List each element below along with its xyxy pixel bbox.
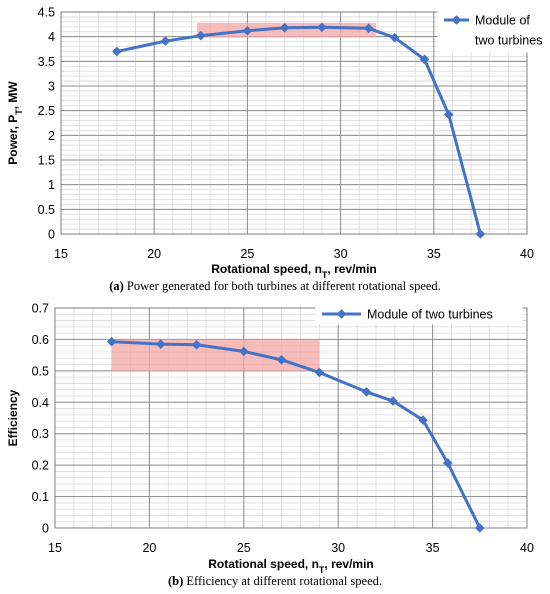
chart-b-data-point-marker (276, 355, 287, 365)
chart-a-y-axis-title-rest: , MW (6, 81, 20, 110)
chart-a-x-tick-label: 35 (427, 247, 441, 261)
chart-b-y-tick-label: 0.6 (32, 333, 49, 347)
chart-b-x-axis-title: Rotational speed, nT, rev/min (208, 557, 374, 573)
chart-a-legend-label: Module of (475, 14, 530, 28)
caption-b: (b) Efficiency at different rotational s… (0, 574, 550, 589)
chart-a-data-point-marker (389, 32, 400, 43)
chart-b-plot-frame (54, 307, 528, 529)
chart-b-legend-box (315, 301, 523, 325)
chart-b-data-point-marker (106, 336, 117, 347)
chart-a-x-tick-label: 40 (520, 247, 534, 261)
chart-b-y-tick-label: 0.7 (32, 302, 49, 316)
chart-b-legend-label: Module of two turbines (367, 308, 493, 322)
caption-b-label: (b) (167, 574, 184, 588)
chart-a-x-tick-label: 25 (240, 247, 254, 261)
chart-b-legend-marker-swatch (336, 309, 347, 319)
caption-a-label: (a) (109, 279, 124, 293)
chart-a-x-axis-title-main: Rotational speed, n (211, 262, 322, 276)
chart-b-x-tick-label: 20 (142, 541, 156, 555)
chart-b-y-tick-label: 0.3 (32, 427, 49, 441)
chart-a-y-tick-label: 3.5 (38, 55, 55, 69)
caption-a: (a) Power generated for both turbines at… (0, 279, 550, 294)
chart-b-x-tick-label: 40 (520, 541, 534, 555)
chart-a-data-point-marker (419, 54, 430, 65)
chart-a-data-point-marker (279, 22, 290, 33)
chart-a-y-tick-label: 0.5 (38, 203, 55, 217)
chart-b-y-axis-title-main: Efficiency (6, 389, 20, 446)
chart-a-y-axis-title-sub: T (14, 109, 24, 115)
chart-b-y-tick-label: 0.5 (32, 364, 49, 378)
chart-a-y-axis-title: Power, PT, MW (6, 81, 24, 165)
chart-a-data-point-marker (363, 23, 374, 34)
figure-b: 15 20 25 30 35 40 0 0.1 0.2 0.3 0.4 0.5 0.6 0.7 Rotati… (0, 298, 550, 594)
chart-a-x-tick-label: 15 (54, 247, 68, 261)
chart-b-data-point-marker (155, 339, 166, 349)
chart-a-data-point-marker (196, 30, 206, 41)
chart-a-data-point-marker (242, 25, 253, 36)
chart-a-data-point-marker (317, 22, 327, 33)
chart-a-y-tick-label: 1 (48, 178, 55, 192)
chart-a-data-point-marker (112, 46, 122, 57)
chart-a-x-tick-label: 30 (334, 247, 348, 261)
chart-a-x-axis-title-rest: , rev/min (327, 262, 376, 276)
chart-b-y-tick-label: 0.2 (32, 459, 49, 473)
chart-a-data-point-marker (160, 36, 171, 46)
chart-a-legend: Module of two turbines (437, 11, 542, 53)
chart-b-x-axis-title-sub: T (319, 565, 325, 573)
chart-a-major-grid (60, 11, 528, 235)
chart-b-y-tick-label: 0.4 (32, 396, 49, 410)
chart-a-y-axis-title-main: Power, P (6, 115, 20, 165)
chart-a-x-axis-title: Rotational speed, nT, rev/min (211, 262, 377, 278)
chart-b-x-tick-label: 35 (426, 541, 440, 555)
chart-a-power: 15 20 25 30 35 40 0 0.5 1 1.5 2 2.5 3 3.5 4 4.5 Rotation… (6, 6, 542, 279)
chart-a-x-tick-label: 20 (147, 247, 161, 261)
chart-a-y-tick-label: 2 (48, 129, 55, 143)
figure-a: 15 20 25 30 35 40 0 0.5 1 1.5 2 2.5 3 3.5 4 4.5 Rotation… (0, 0, 550, 296)
chart-a-legend-label: two turbines (475, 34, 542, 48)
chart-b-x-tick-label: 25 (237, 541, 251, 555)
chart-a-y-tick-label: 2.5 (38, 104, 55, 118)
chart-b-data-point-marker (239, 346, 249, 357)
chart-a-y-tick-label: 1.5 (38, 154, 55, 168)
caption-b-text: Efficiency at different rotational speed… (183, 574, 383, 588)
chart-b-y-tick-label: 0.1 (32, 490, 49, 504)
chart-b-x-axis-title-main: Rotational speed, n (208, 557, 319, 571)
chart-b-legend: Module of two turbines (315, 301, 523, 325)
chart-a-data-point-marker (475, 229, 486, 239)
chart-a-plot-frame (60, 11, 528, 235)
chart-b-x-tick-label: 15 (48, 541, 62, 555)
chart-b-data-point-marker (388, 396, 398, 406)
chart-b-x-axis-title-rest: , rev/min (324, 557, 373, 571)
chart-a-data-point-marker (443, 109, 454, 120)
chart-b-x-tick-label: 30 (331, 541, 345, 555)
caption-a-text: Power generated for both turbines at dif… (123, 279, 441, 293)
chart-a-y-tick-label: 4.5 (38, 6, 55, 20)
chart-a-legend-marker-swatch (451, 15, 462, 25)
chart-a-y-tick-label: 4 (48, 30, 55, 44)
chart-b-efficiency: 15 20 25 30 35 40 0 0.1 0.2 0.3 0.4 0.5 0.6 0.7 Rotati… (6, 301, 534, 573)
chart-b-y-axis-title: Efficiency (6, 389, 20, 446)
chart-a-x-axis-title-sub: T (322, 270, 328, 278)
chart-a-y-tick-label: 0 (48, 228, 55, 242)
chart-b-data-point-marker (442, 458, 453, 468)
chart-a-y-tick-label: 3 (48, 80, 55, 94)
chart-b-y-tick-label: 0 (42, 522, 49, 536)
